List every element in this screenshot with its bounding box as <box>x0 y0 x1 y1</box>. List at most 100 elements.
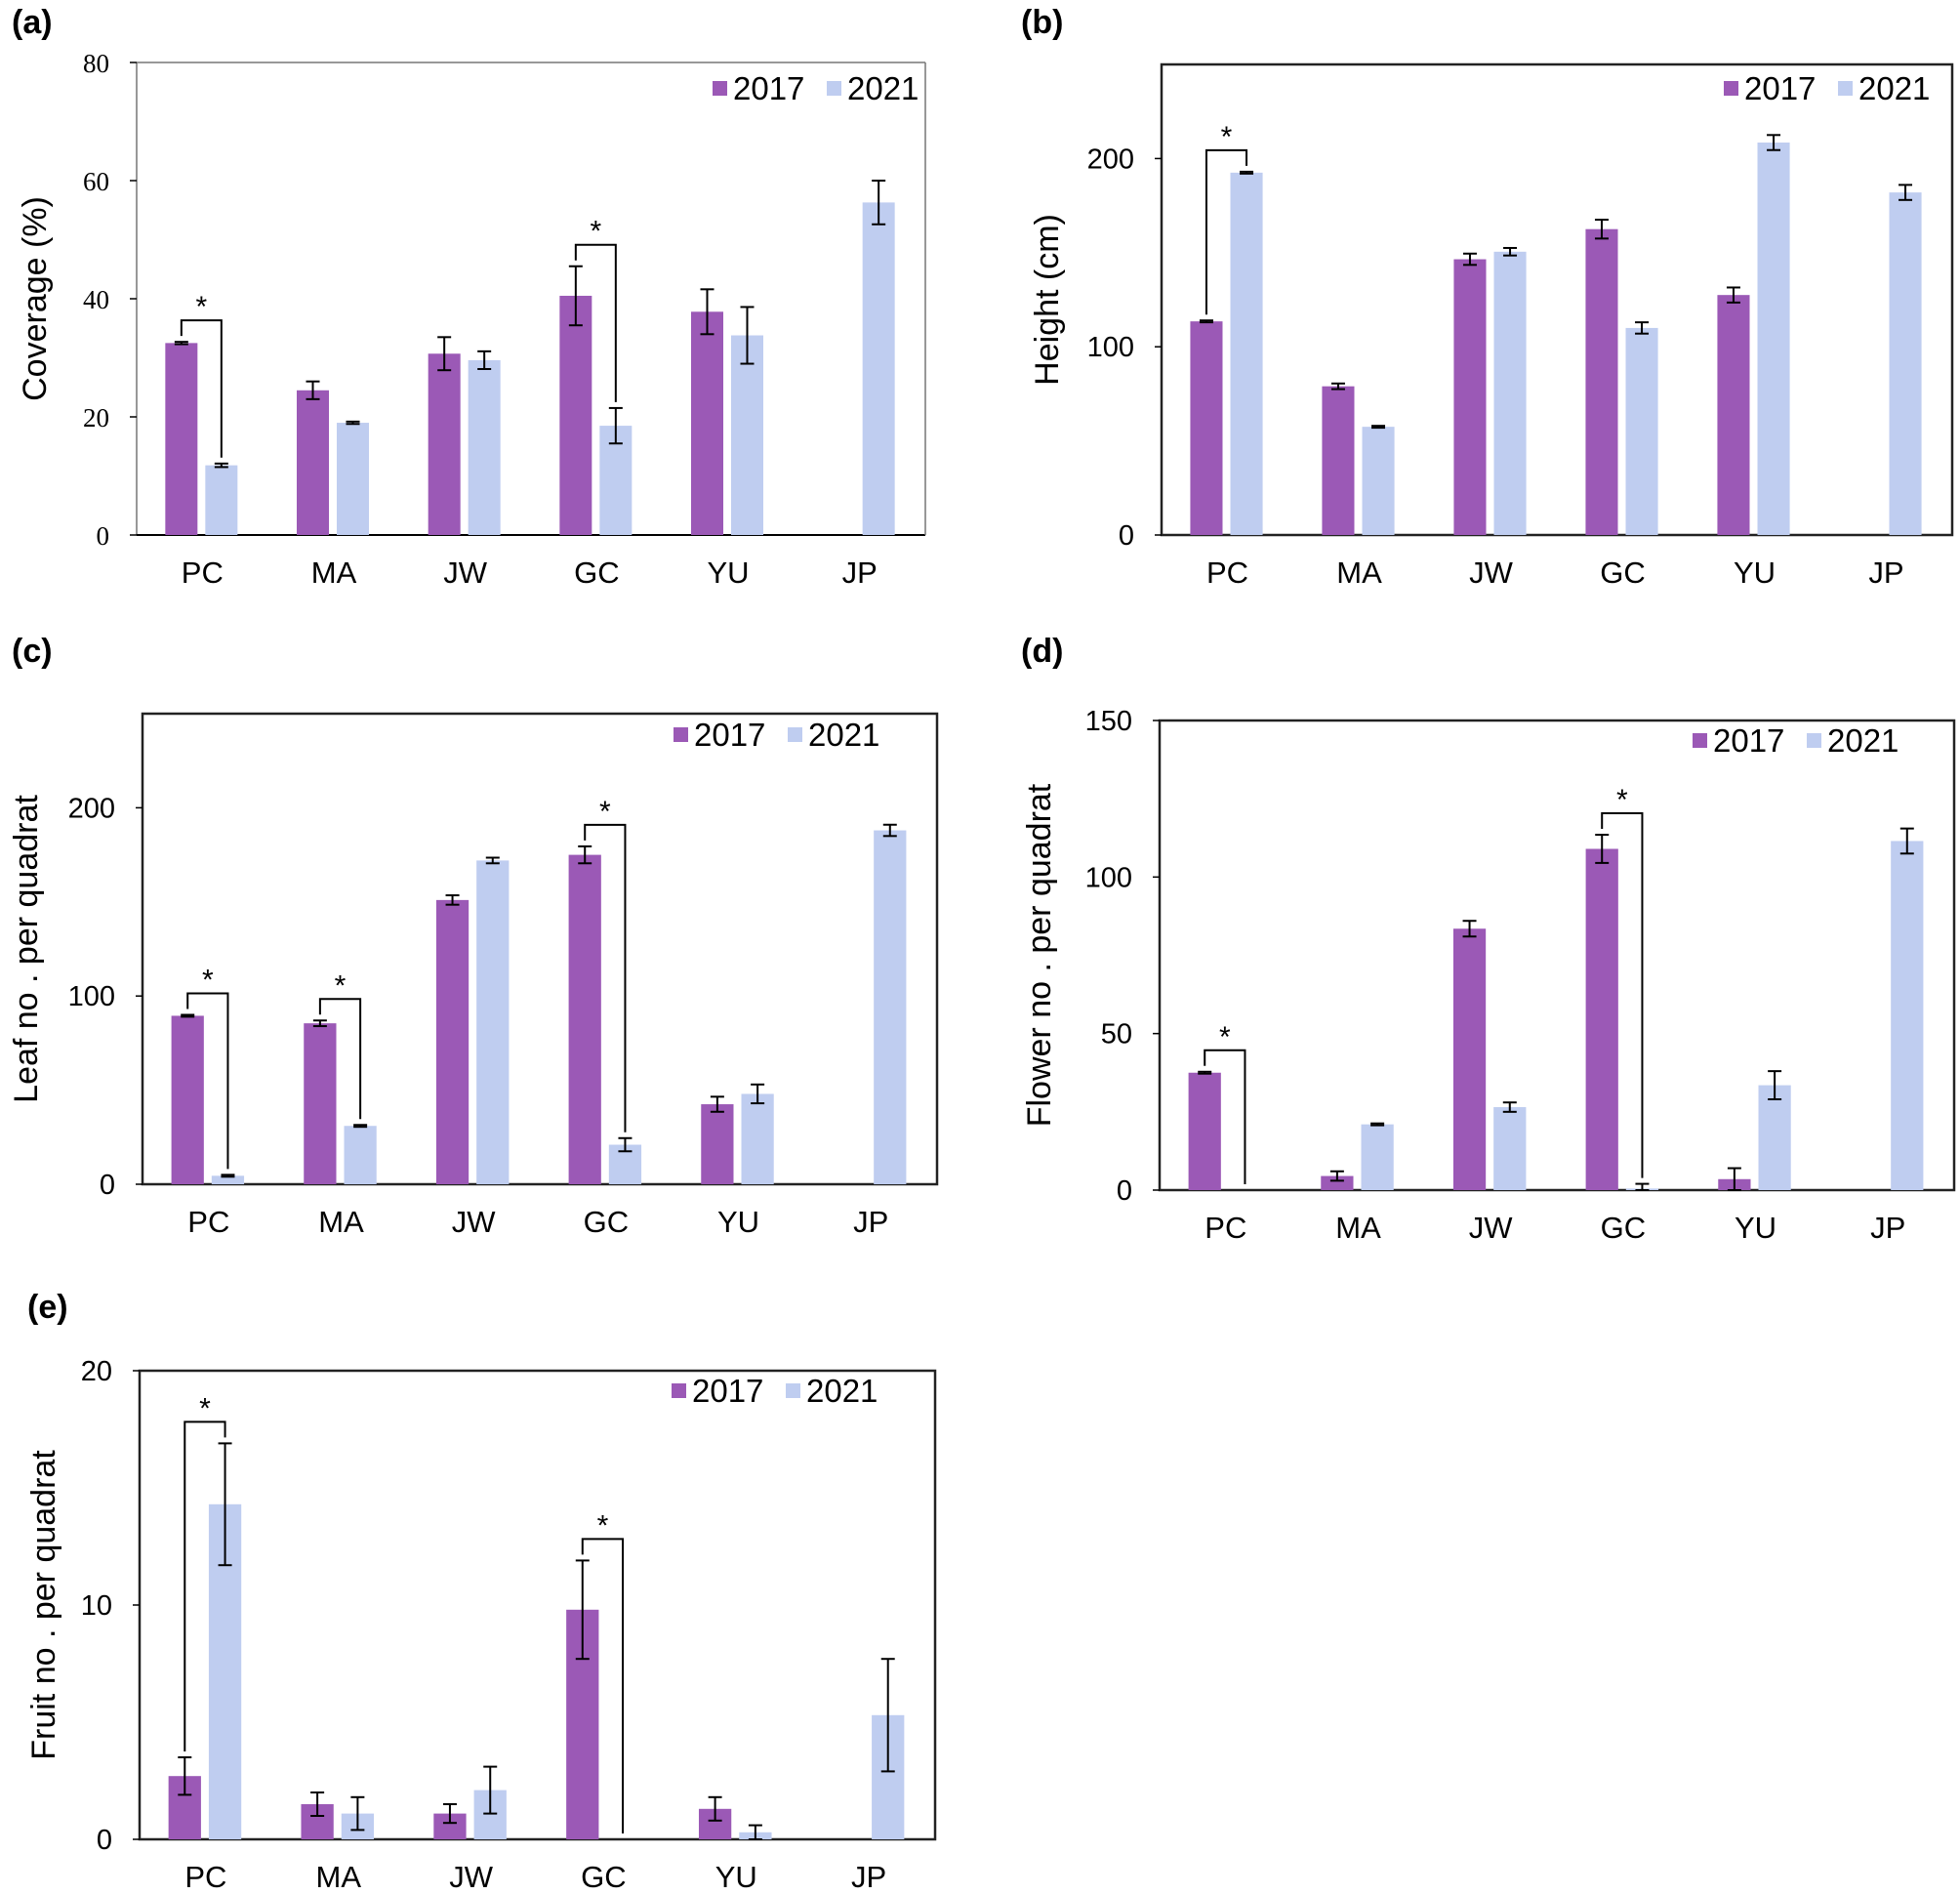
legend-label-2017: 2017 <box>1713 722 1784 759</box>
legend-swatch-2017 <box>674 727 688 742</box>
y-tick-label: 0 <box>97 521 110 551</box>
legend-swatch-2017 <box>1724 81 1738 96</box>
x-tick-label: PC <box>1206 556 1248 590</box>
legend-swatch-2021 <box>786 1383 800 1398</box>
x-tick-label: JP <box>1870 1211 1905 1245</box>
bar-2021-YU <box>741 1093 774 1184</box>
y-axis-title: Fruit no . per quadrat <box>25 1450 62 1760</box>
significance-bracket <box>180 319 223 458</box>
legend-label-2021: 2021 <box>1827 722 1899 759</box>
x-tick-label: GC <box>581 1860 627 1894</box>
bar-2021-MA <box>1362 427 1395 535</box>
y-axis-title: Leaf no . per quadrat <box>8 795 45 1103</box>
significance-bracket <box>584 823 627 1132</box>
significance-star: * <box>202 964 214 996</box>
bar-2017-MA <box>304 1023 337 1184</box>
x-tick-label: YU <box>715 1860 757 1894</box>
x-tick-label: JP <box>851 1860 886 1894</box>
legend-label-2017: 2017 <box>733 70 804 106</box>
chart-panel-4: (e) 0 10 20 Fruit no . per quadrat PC MA JW GC YU… <box>25 1289 937 1894</box>
y-tick-label: 0 <box>1117 1175 1132 1207</box>
bar-2017-JW <box>428 353 461 535</box>
x-tick-label: MA <box>311 556 357 590</box>
bar-2017-YU <box>701 1104 734 1184</box>
bar-2021-MA <box>337 423 369 535</box>
legend-swatch-2017 <box>672 1383 686 1398</box>
significance-bracket <box>1204 1049 1246 1184</box>
bar-2021-JP <box>1891 841 1924 1190</box>
plot-frame <box>1160 62 1954 537</box>
x-tick-label: MA <box>316 1860 362 1894</box>
y-tick-label: 200 <box>68 793 115 824</box>
x-tick-label: GC <box>1601 1211 1647 1245</box>
panel-label: (a) <box>12 4 53 41</box>
y-tick-label: 20 <box>83 403 109 432</box>
x-tick-label: JW <box>1469 556 1514 590</box>
bar-2021-PC <box>205 465 238 535</box>
bar-2021-JW <box>468 359 501 535</box>
legend-label-2021: 2021 <box>1858 70 1930 106</box>
y-tick-label: 60 <box>83 167 109 196</box>
legend-swatch-2017 <box>713 81 727 96</box>
x-tick-label: JW <box>1469 1211 1514 1245</box>
significance-star: * <box>1219 1021 1231 1053</box>
x-tick-label: PC <box>187 1205 229 1239</box>
x-tick-label: PC <box>182 556 224 590</box>
y-tick-label: 0 <box>100 1170 115 1201</box>
x-tick-label: YU <box>717 1205 759 1239</box>
bar-2021-JW <box>1493 251 1527 535</box>
y-axis-title: Flower no . per quadrat <box>1021 783 1058 1127</box>
bar-2017-MA <box>1321 1175 1354 1190</box>
bar-2021-MA <box>344 1126 377 1184</box>
y-tick-label: 100 <box>1087 332 1134 363</box>
significance-bracket <box>1205 148 1248 315</box>
bar-2017-GC <box>559 295 592 535</box>
bar-2017-YU <box>691 311 723 535</box>
significance-bracket <box>1601 812 1644 1178</box>
bar-2017-YU <box>1717 295 1750 535</box>
chart-panel-1: (b) 0 100 200 Height (cm) PC MA JW GC YU JP * 2017 20… <box>1021 4 1954 590</box>
x-tick-label: JP <box>1868 556 1903 590</box>
bar-2021-JP <box>862 202 895 535</box>
legend-label-2021: 2021 <box>808 717 879 753</box>
chart-panel-2: (c) 0 100 200 Leaf no . per quadrat PC MA JW GC Y… <box>8 633 939 1239</box>
panel-label: (e) <box>27 1289 68 1326</box>
y-tick-label: 50 <box>1101 1019 1132 1050</box>
x-tick-label: JP <box>853 1205 888 1239</box>
x-tick-label: MA <box>1335 1211 1381 1245</box>
y-tick-label: 100 <box>1085 862 1132 893</box>
bar-2017-JW <box>435 899 470 1184</box>
bar-2017-PC <box>171 1015 204 1184</box>
bar-2021-GC <box>1625 327 1658 535</box>
y-tick-label: 0 <box>97 1825 112 1856</box>
bar-2017-GC <box>1585 848 1618 1190</box>
legend-swatch-2021 <box>1807 733 1821 748</box>
legend-swatch-2017 <box>1693 733 1707 748</box>
bar-2021-JW <box>476 860 510 1184</box>
x-tick-label: MA <box>318 1205 364 1239</box>
bar-2021-JW <box>1493 1107 1527 1190</box>
y-tick-label: 80 <box>83 49 109 78</box>
legend-label-2017: 2017 <box>1744 70 1816 106</box>
x-tick-label: PC <box>1205 1211 1246 1245</box>
bar-2017-PC <box>1188 1072 1221 1190</box>
x-tick-label: MA <box>1336 556 1382 590</box>
panel-label: (b) <box>1021 4 1063 41</box>
y-tick-label: 150 <box>1085 706 1132 737</box>
x-tick-label: YU <box>1735 1211 1776 1245</box>
legend-label-2021: 2021 <box>847 70 919 106</box>
bar-2017-GC <box>568 854 601 1184</box>
bar-2021-JP <box>874 830 907 1184</box>
significance-star: * <box>199 1392 211 1424</box>
bar-2021-JP <box>1889 192 1922 535</box>
legend-label-2017: 2017 <box>694 717 765 753</box>
significance-bracket <box>186 992 229 1170</box>
chart-panel-3: (d) 0 50 100 150 Flower no . per quadrat PC MA J… <box>1021 633 1956 1245</box>
bar-2021-PC <box>211 1175 245 1184</box>
x-tick-label: JW <box>449 1860 494 1894</box>
bar-2017-JW <box>1453 259 1487 535</box>
x-tick-label: GC <box>1600 556 1646 590</box>
significance-bracket <box>184 1420 226 1751</box>
significance-star: * <box>590 216 601 248</box>
